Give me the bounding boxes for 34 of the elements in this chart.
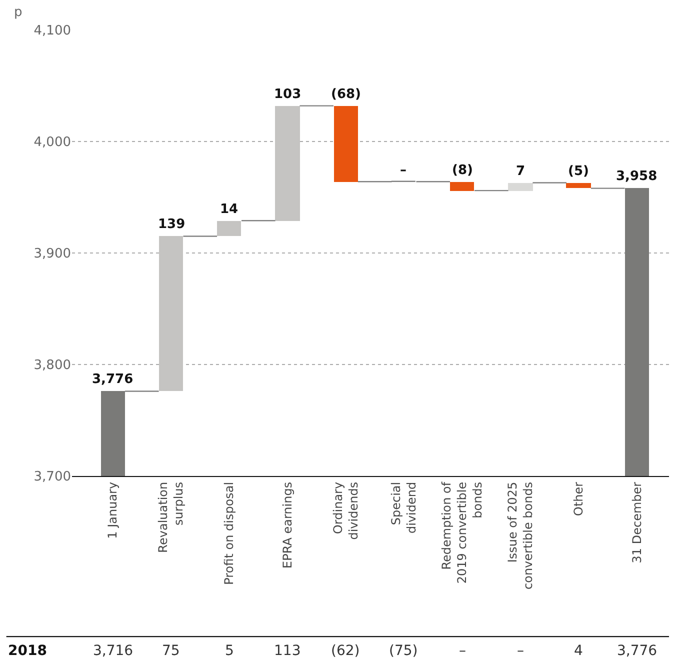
y-tick-label: 4,000 (34, 135, 71, 150)
data-label: (5) (568, 164, 589, 179)
x-tick-label: EPRA earnings (280, 482, 294, 568)
data-label: – (400, 163, 406, 178)
data-label: 14 (220, 202, 238, 217)
text: (62) (331, 643, 360, 659)
x-tick-label: Profit on disposal (222, 482, 236, 585)
data-label: (68) (331, 87, 361, 102)
data-label: 3,958 (616, 169, 658, 184)
y-tick-label: 3,700 (34, 470, 71, 485)
x-tick-label: 1 January (106, 482, 120, 539)
text: – (517, 643, 524, 659)
data-label: 3,776 (92, 372, 134, 387)
data-label: 139 (158, 217, 186, 232)
text: 5 (225, 643, 234, 659)
x-tick-label: Other (572, 482, 586, 516)
data-label: (8) (452, 163, 473, 178)
x-tick-label: Revaluation surplus (156, 482, 186, 553)
y-tick-label: 3,900 (34, 246, 71, 262)
x-tick-label: 31 December (630, 482, 644, 564)
y-tick-label: 3,800 (34, 358, 71, 374)
text: (75) (389, 643, 418, 659)
text: 3,716 (93, 643, 134, 659)
y-tick-label: 4,100 (34, 24, 71, 39)
data-label: 103 (274, 87, 302, 102)
x-tick-label: Ordinary dividends (330, 482, 360, 540)
text: 4 (574, 643, 583, 659)
text: 75 (162, 643, 180, 659)
y-axis-title: p (14, 5, 22, 20)
text: 3,776 (617, 643, 658, 659)
data-label: 7 (516, 164, 526, 179)
text: 113 (274, 643, 301, 659)
text: 2018 (8, 643, 47, 659)
text: – (459, 643, 466, 659)
